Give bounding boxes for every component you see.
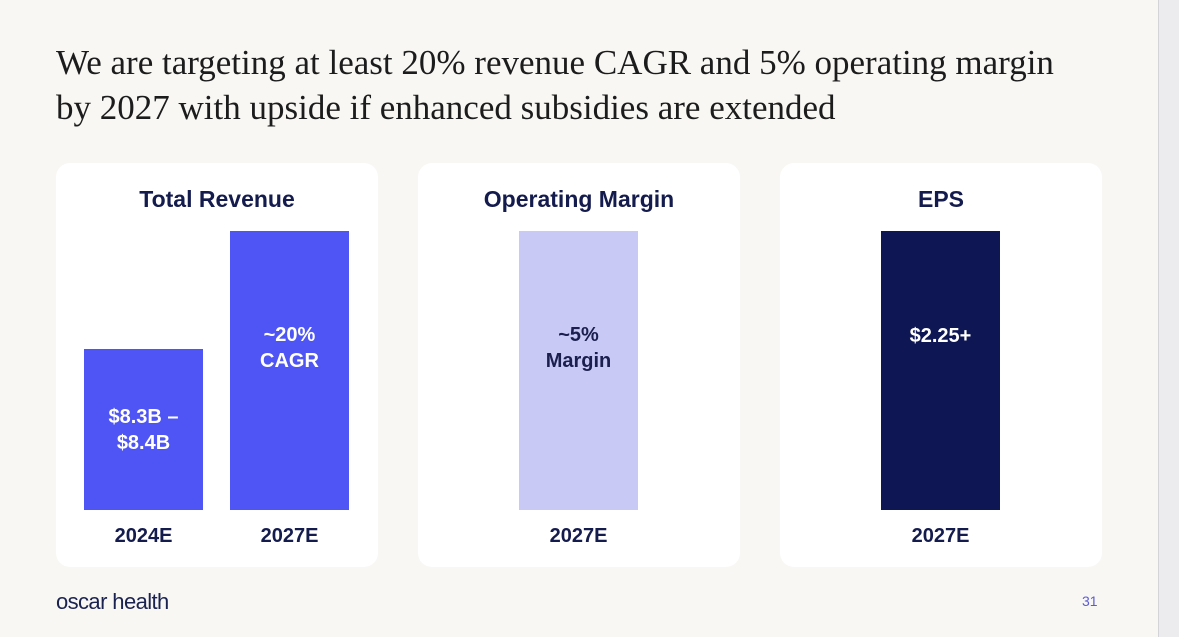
x-label-margin-2027e: 2027E bbox=[549, 525, 608, 547]
bar-revenue-2024e: $8.3B – $8.4B bbox=[84, 349, 203, 510]
x-label-revenue-2027e: 2027E bbox=[260, 525, 319, 547]
page-number: 31 bbox=[1082, 593, 1098, 609]
bar-eps-label: $2.25+ bbox=[909, 324, 972, 347]
oscar-health-logo: oscar health bbox=[56, 589, 169, 614]
bar-operating-margin-2027e: ~5% Margin bbox=[519, 231, 638, 510]
bar-revenue-2024e-label: $8.3B – $8.4B bbox=[108, 405, 179, 454]
window-edge bbox=[1158, 0, 1179, 637]
x-label-2024e: 2024E bbox=[114, 525, 173, 547]
bar-operating-margin-label: ~5% Margin bbox=[545, 324, 612, 372]
bar-revenue-2027e: ~20% CAGR bbox=[230, 231, 349, 510]
total-revenue-title: Total Revenue bbox=[139, 186, 295, 212]
x-label-eps-2027e: 2027E bbox=[911, 525, 970, 547]
eps-title: EPS bbox=[917, 186, 965, 212]
operating-margin-title: Operating Margin bbox=[483, 186, 675, 212]
bar-eps-2027e: $2.25+ bbox=[881, 231, 1000, 510]
bar-revenue-2027e-label: ~20% CAGR bbox=[260, 324, 319, 372]
slide-headline: We are targeting at least 20% revenue CA… bbox=[56, 43, 1054, 127]
